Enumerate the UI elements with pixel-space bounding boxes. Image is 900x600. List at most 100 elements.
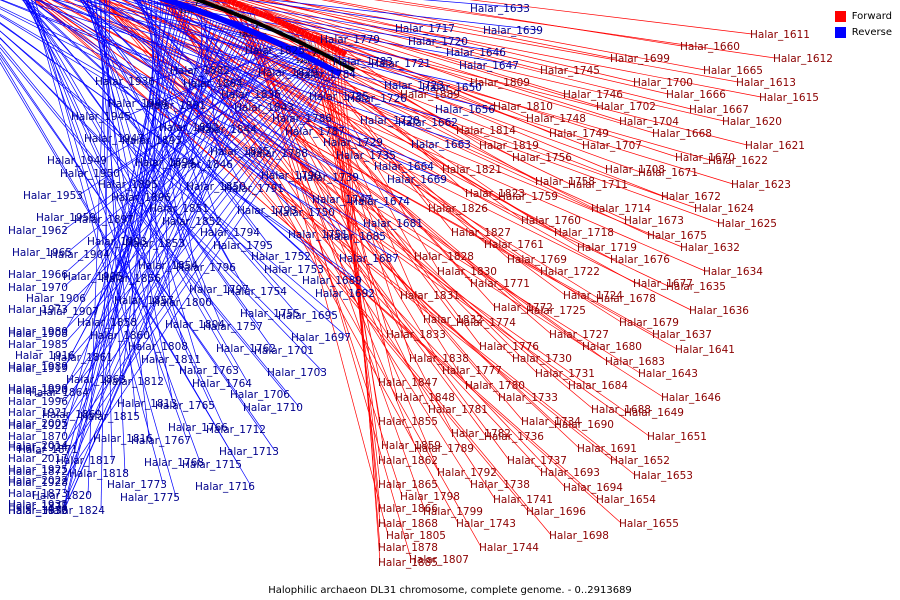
forward-gene-block <box>253 8 260 16</box>
forward-gene-label: Halar_1889 <box>400 89 460 101</box>
forward-gene-label: Halar_1699 <box>610 53 670 65</box>
forward-gene-label: Halar_1691 <box>577 443 637 455</box>
forward-leader-line <box>226 0 431 410</box>
reverse-leader-line <box>0 57 252 487</box>
reverse-gene-label: Halar_1751 <box>288 229 348 241</box>
reverse-gene-label: Halar_1920 <box>8 385 68 397</box>
forward-gene-label: Halar_1848 <box>395 392 455 404</box>
reverse-gene-label: Halar_1687 <box>339 253 399 265</box>
reverse-leader-line <box>84 5 171 393</box>
reverse-gene-block <box>260 32 267 41</box>
reverse-gene-label: Halar_1793 <box>237 205 297 217</box>
forward-leader-line <box>161 0 487 437</box>
reverse-leader-line <box>73 0 417 121</box>
reverse-gene-label: Halar_1735 <box>336 150 396 162</box>
reverse-gene-label: Halar_1906 <box>26 293 86 305</box>
reverse-gene-label: Halar_1921 <box>8 407 68 419</box>
reverse-leader-line <box>126 48 281 117</box>
forward-gene-label: Halar_1693 <box>540 467 600 479</box>
forward-leader-line <box>102 0 580 449</box>
reverse-leader-line <box>63 64 314 332</box>
reverse-gene-label: Halar_1715 <box>182 459 242 471</box>
reverse-leader-line <box>63 9 184 472</box>
forward-gene-label: Halar_1744 <box>479 542 539 554</box>
map-caption: Halophilic archaeon DL31 chromosome, com… <box>268 585 632 596</box>
reverse-gene-label: Halar_1800 <box>152 297 212 309</box>
reverse-leader-line <box>0 23 359 281</box>
forward-gene-label: Halar_1810 <box>493 101 553 113</box>
reverse-leader-line <box>27 0 188 441</box>
reverse-leader-line <box>63 76 337 481</box>
reverse-gene-label: Halar_1965 <box>12 247 72 259</box>
forward-leader-line <box>334 44 381 524</box>
forward-gene-label: Halar_1777 <box>442 365 502 377</box>
reverse-gene-label: Halar_1794 <box>200 227 260 239</box>
reverse-leader-line <box>112 0 366 97</box>
forward-gene-block <box>234 0 241 8</box>
reverse-gene-label: Halar_1959 <box>36 212 96 224</box>
forward-gene-label: Halar_1769 <box>507 254 567 266</box>
reverse-gene-block <box>335 69 342 77</box>
reverse-gene-label: Halar_1633 <box>470 3 530 15</box>
forward-gene-label: Halar_1798 <box>400 491 460 503</box>
reverse-gene-label: Halar_1935 <box>8 505 68 517</box>
forward-gene-label: Halar_1831 <box>400 290 460 302</box>
reverse-leader-line <box>21 0 468 145</box>
reverse-gene-label: Halar_1763 <box>179 365 239 377</box>
reverse-gene-label: Halar_1843 <box>234 102 294 114</box>
reverse-leader-line <box>129 22 221 220</box>
reverse-gene-block <box>329 66 336 74</box>
forward-gene-label: Halar_1749 <box>549 128 609 140</box>
forward-leader-line <box>327 40 381 485</box>
reverse-gene-label: Halar_1797 <box>189 284 249 296</box>
reverse-gene-label: Halar_1907 <box>39 306 99 318</box>
forward-gene-label: Halar_1838 <box>409 353 469 365</box>
reverse-gene-label: Halar_1820 <box>32 490 92 502</box>
reverse-gene-label: Halar_1692 <box>315 288 375 300</box>
forward-leader-line <box>162 0 524 422</box>
reverse-leader-line <box>81 27 233 299</box>
forward-gene-label: Halar_1620 <box>722 116 782 128</box>
reverse-gene-label: Halar_1924 <box>8 442 68 454</box>
forward-gene-label: Halar_1781 <box>428 404 488 416</box>
reverse-leader-line <box>27 0 225 428</box>
forward-gene-label: Halar_1730 <box>512 353 572 365</box>
forward-gene-block <box>257 10 264 18</box>
forward-gene-label: Halar_1637 <box>652 329 712 341</box>
reverse-gene-label: Halar_1845 <box>210 146 270 158</box>
reverse-gene-label: Halar_1796 <box>176 262 236 274</box>
reverse-gene-label: Halar_1824 <box>45 505 105 517</box>
forward-gene-label: Halar_1718 <box>554 227 614 239</box>
reverse-gene-label: Halar_1783 <box>333 56 393 68</box>
reverse-gene-block <box>269 37 276 45</box>
forward-gene-label: Halar_1731 <box>535 368 595 380</box>
reverse-gene-label: Halar_1766 <box>168 422 228 434</box>
forward-gene-label: Halar_1668 <box>652 128 712 140</box>
reverse-leader-line <box>52 0 393 156</box>
forward-gene-label: Halar_1696 <box>526 506 586 518</box>
reverse-gene-label: Halar_1813 <box>117 398 177 410</box>
reverse-gene-block <box>244 26 251 34</box>
forward-gene-label: Halar_1724 <box>563 290 623 302</box>
forward-gene-label: Halar_1727 <box>549 329 609 341</box>
reverse-gene-label: Halar_1779 <box>320 34 380 46</box>
forward-swatch <box>834 10 846 22</box>
reverse-leader-line <box>63 40 263 483</box>
forward-gene-label: Halar_1632 <box>680 242 740 254</box>
reverse-gene-label: Halar_1728 <box>360 115 420 127</box>
forward-leader-line <box>245 0 692 110</box>
forward-gene-block <box>292 25 299 33</box>
legend-forward-label: Forward <box>851 10 892 22</box>
reverse-gene-block <box>238 23 245 31</box>
reverse-gene-label: Halar_1721 <box>371 58 431 70</box>
reverse-gene-label: Halar_1985 <box>8 339 68 351</box>
forward-gene-label: Halar_1733 <box>498 392 558 404</box>
forward-leader-line <box>63 0 692 311</box>
reverse-gene-block <box>272 38 279 46</box>
reverse-leader-line <box>154 0 171 301</box>
legend-forward: Forward <box>834 8 892 24</box>
forward-gene-label: Halar_1827 <box>451 227 511 239</box>
forward-gene-label: Halar_1675 <box>647 230 707 242</box>
reverse-gene-label: Halar_1962 <box>8 225 68 237</box>
